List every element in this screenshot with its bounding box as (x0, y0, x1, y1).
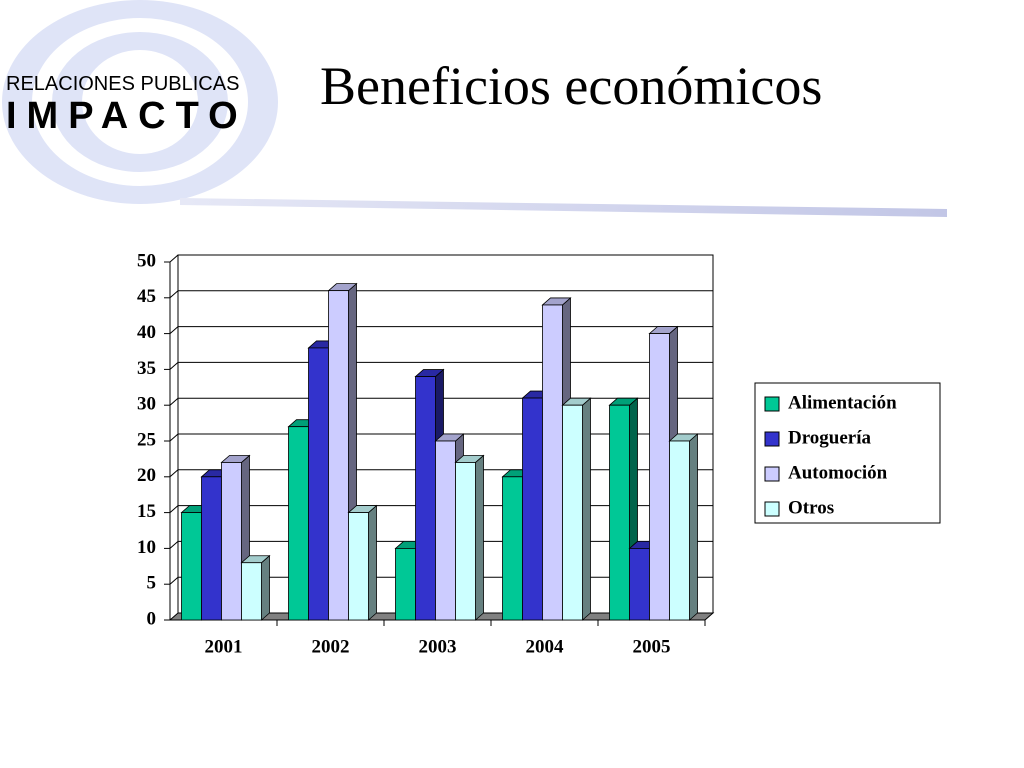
bar (435, 440, 456, 621)
y-tick-label: 20 (137, 465, 156, 486)
bar-side (475, 454, 484, 621)
bar-side (582, 397, 591, 621)
bar (308, 347, 329, 621)
logo: RELACIONES PUBLICAS IMPACTO (2, 0, 278, 204)
bar (288, 426, 309, 621)
grid-diag (169, 290, 179, 299)
y-tick-label: 25 (137, 429, 156, 450)
bar-side (368, 504, 377, 621)
bar (415, 376, 436, 621)
bar (522, 397, 543, 621)
logo-text: IMPACTO (6, 95, 248, 137)
legend-swatch (764, 466, 780, 482)
grid-diag (169, 326, 179, 334)
legend-label: Droguería (788, 427, 872, 448)
bar (201, 476, 222, 621)
grid-diag (169, 433, 179, 442)
legend-label: Alimentación (788, 392, 897, 413)
x-tick-label: 2002 (312, 636, 350, 657)
bar (348, 512, 369, 621)
bar (502, 476, 523, 621)
y-tick-label: 10 (137, 537, 156, 558)
y-tick-label: 45 (137, 286, 156, 307)
bar (395, 548, 416, 621)
bar (562, 404, 583, 621)
grid-diag (169, 541, 179, 549)
bar (455, 462, 476, 621)
x-tick-label: 2004 (526, 636, 565, 657)
y-tick-label: 35 (137, 358, 156, 379)
bar (649, 333, 670, 621)
legend-swatch (764, 431, 780, 447)
legend (754, 382, 941, 524)
bar (181, 512, 202, 621)
bar (609, 404, 630, 621)
grid-diag (169, 362, 179, 370)
bar-side (261, 554, 270, 621)
y-tick-label: 30 (137, 394, 156, 415)
title-rule (180, 198, 947, 217)
bar (542, 304, 563, 621)
bar-side (689, 433, 698, 621)
bar (629, 548, 650, 621)
bar (221, 462, 242, 621)
grid-diag (169, 576, 179, 585)
grid-diag (169, 469, 179, 478)
y-tick-label: 0 (147, 608, 157, 629)
y-tick-label: 40 (137, 322, 156, 343)
bar (669, 440, 690, 621)
bar (328, 290, 349, 621)
slide-title: Beneficios económicos (320, 56, 822, 116)
grid-diag (169, 505, 179, 513)
legend-label: Otros (788, 497, 834, 518)
legend-swatch (764, 396, 780, 412)
y-tick-label: 50 (137, 250, 156, 271)
y-tick-label: 5 (147, 573, 157, 594)
x-tick-label: 2001 (205, 636, 243, 657)
legend-swatch (764, 501, 780, 517)
logo-text: RELACIONES PUBLICAS (6, 73, 239, 95)
y-tick-label: 15 (137, 501, 156, 522)
bar (241, 562, 262, 621)
legend-label: Automoción (788, 462, 888, 483)
grid-diag (169, 254, 179, 263)
grid-diag (169, 397, 179, 406)
x-tick-label: 2003 (419, 636, 457, 657)
x-tick-label: 2005 (633, 636, 671, 657)
